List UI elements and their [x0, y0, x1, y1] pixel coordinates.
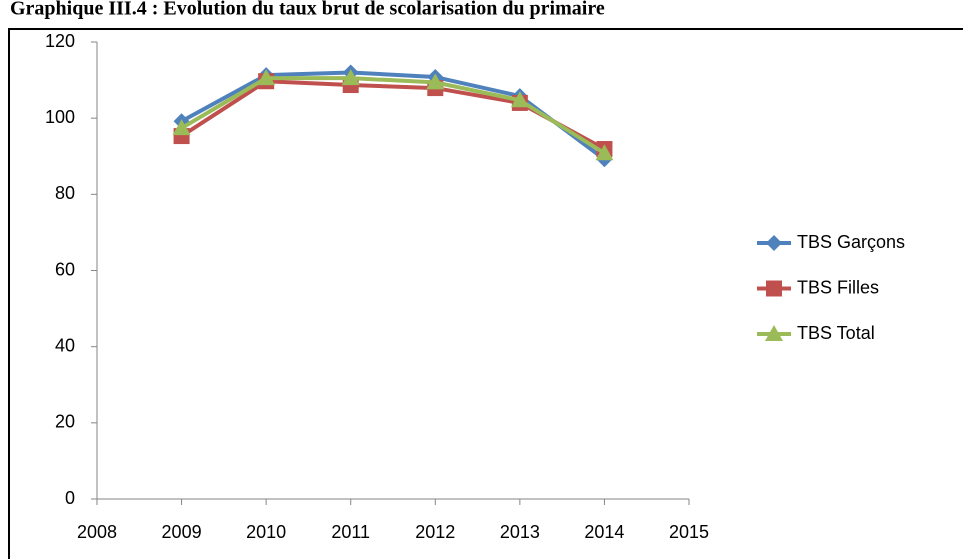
- marker: [510, 91, 529, 108]
- y-tick-label: 20: [55, 412, 75, 432]
- chart-title: Graphique III.4 : Evolution du taux brut…: [10, 0, 605, 20]
- marker: [257, 69, 276, 86]
- y-tick-label: 60: [55, 259, 75, 279]
- legend-label: TBS Garçons: [797, 232, 905, 252]
- y-tick-label: 0: [65, 488, 75, 508]
- x-tick-label: 2011: [331, 522, 370, 542]
- x-tick-label: 2013: [500, 522, 540, 542]
- series-line: [180, 76, 606, 155]
- y-tick-label: 120: [45, 31, 75, 51]
- x-tick-label: 2015: [669, 522, 709, 542]
- marker: [426, 73, 445, 90]
- marker: [766, 280, 782, 297]
- x-tick-label: 2008: [77, 522, 117, 542]
- x-tick-label: 2010: [246, 522, 286, 542]
- marker: [172, 119, 191, 136]
- marker: [765, 325, 783, 341]
- x-tick-label: 2012: [415, 522, 455, 542]
- marker: [766, 235, 782, 251]
- marker: [595, 144, 614, 161]
- marker: [341, 69, 360, 86]
- chart-frame: [8, 28, 963, 559]
- y-tick-label: 100: [45, 107, 75, 127]
- series-line: [180, 70, 606, 161]
- y-tick-label: 80: [55, 183, 75, 203]
- x-tick-label: 2009: [162, 522, 202, 542]
- legend-label: TBS Total: [797, 323, 875, 343]
- legend-label: TBS Filles: [797, 277, 879, 297]
- x-tick-label: 2014: [584, 522, 624, 542]
- y-tick-label: 40: [55, 335, 75, 355]
